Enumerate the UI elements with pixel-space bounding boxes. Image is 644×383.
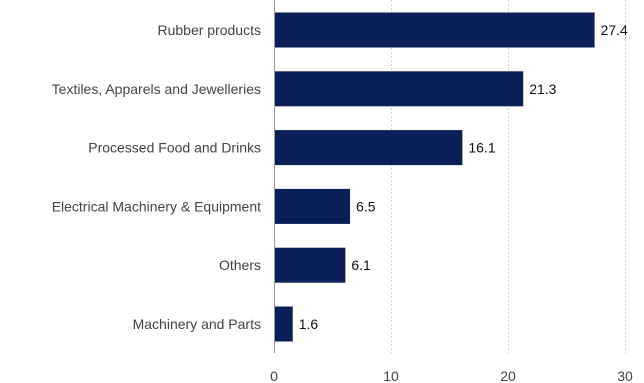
category-label: Processed Food and Drinks xyxy=(88,140,261,156)
category-label: Textiles, Apparels and Jewelleries xyxy=(52,81,261,97)
data-label: 6.5 xyxy=(356,198,376,214)
data-labels: 27.4 21.3 16.1 6.5 6.1 1.6 xyxy=(299,22,628,332)
data-label: 6.1 xyxy=(351,257,371,273)
category-label: Electrical Machinery & Equipment xyxy=(52,198,261,214)
bar xyxy=(275,12,595,48)
data-label: 21.3 xyxy=(529,81,556,97)
bar xyxy=(275,247,346,283)
category-labels: Rubber products Textiles, Apparels and Je… xyxy=(52,22,261,332)
x-tick-label: 10 xyxy=(383,368,399,383)
category-label: Others xyxy=(219,257,261,273)
bar xyxy=(275,130,463,166)
x-tick-label: 0 xyxy=(270,368,278,383)
data-label: 1.6 xyxy=(299,316,319,332)
x-tick-label: 20 xyxy=(500,368,516,383)
x-tick-label: 30 xyxy=(617,368,633,383)
data-label: 27.4 xyxy=(601,22,628,38)
bar xyxy=(275,71,524,107)
bar-group xyxy=(275,12,595,342)
data-label: 16.1 xyxy=(468,140,495,156)
bar xyxy=(275,188,351,224)
bar xyxy=(275,306,293,342)
category-label: Rubber products xyxy=(157,22,261,38)
category-label: Machinery and Parts xyxy=(133,316,261,332)
x-axis-ticks: 0 10 20 30 xyxy=(270,368,633,383)
grid-lines xyxy=(274,0,626,353)
